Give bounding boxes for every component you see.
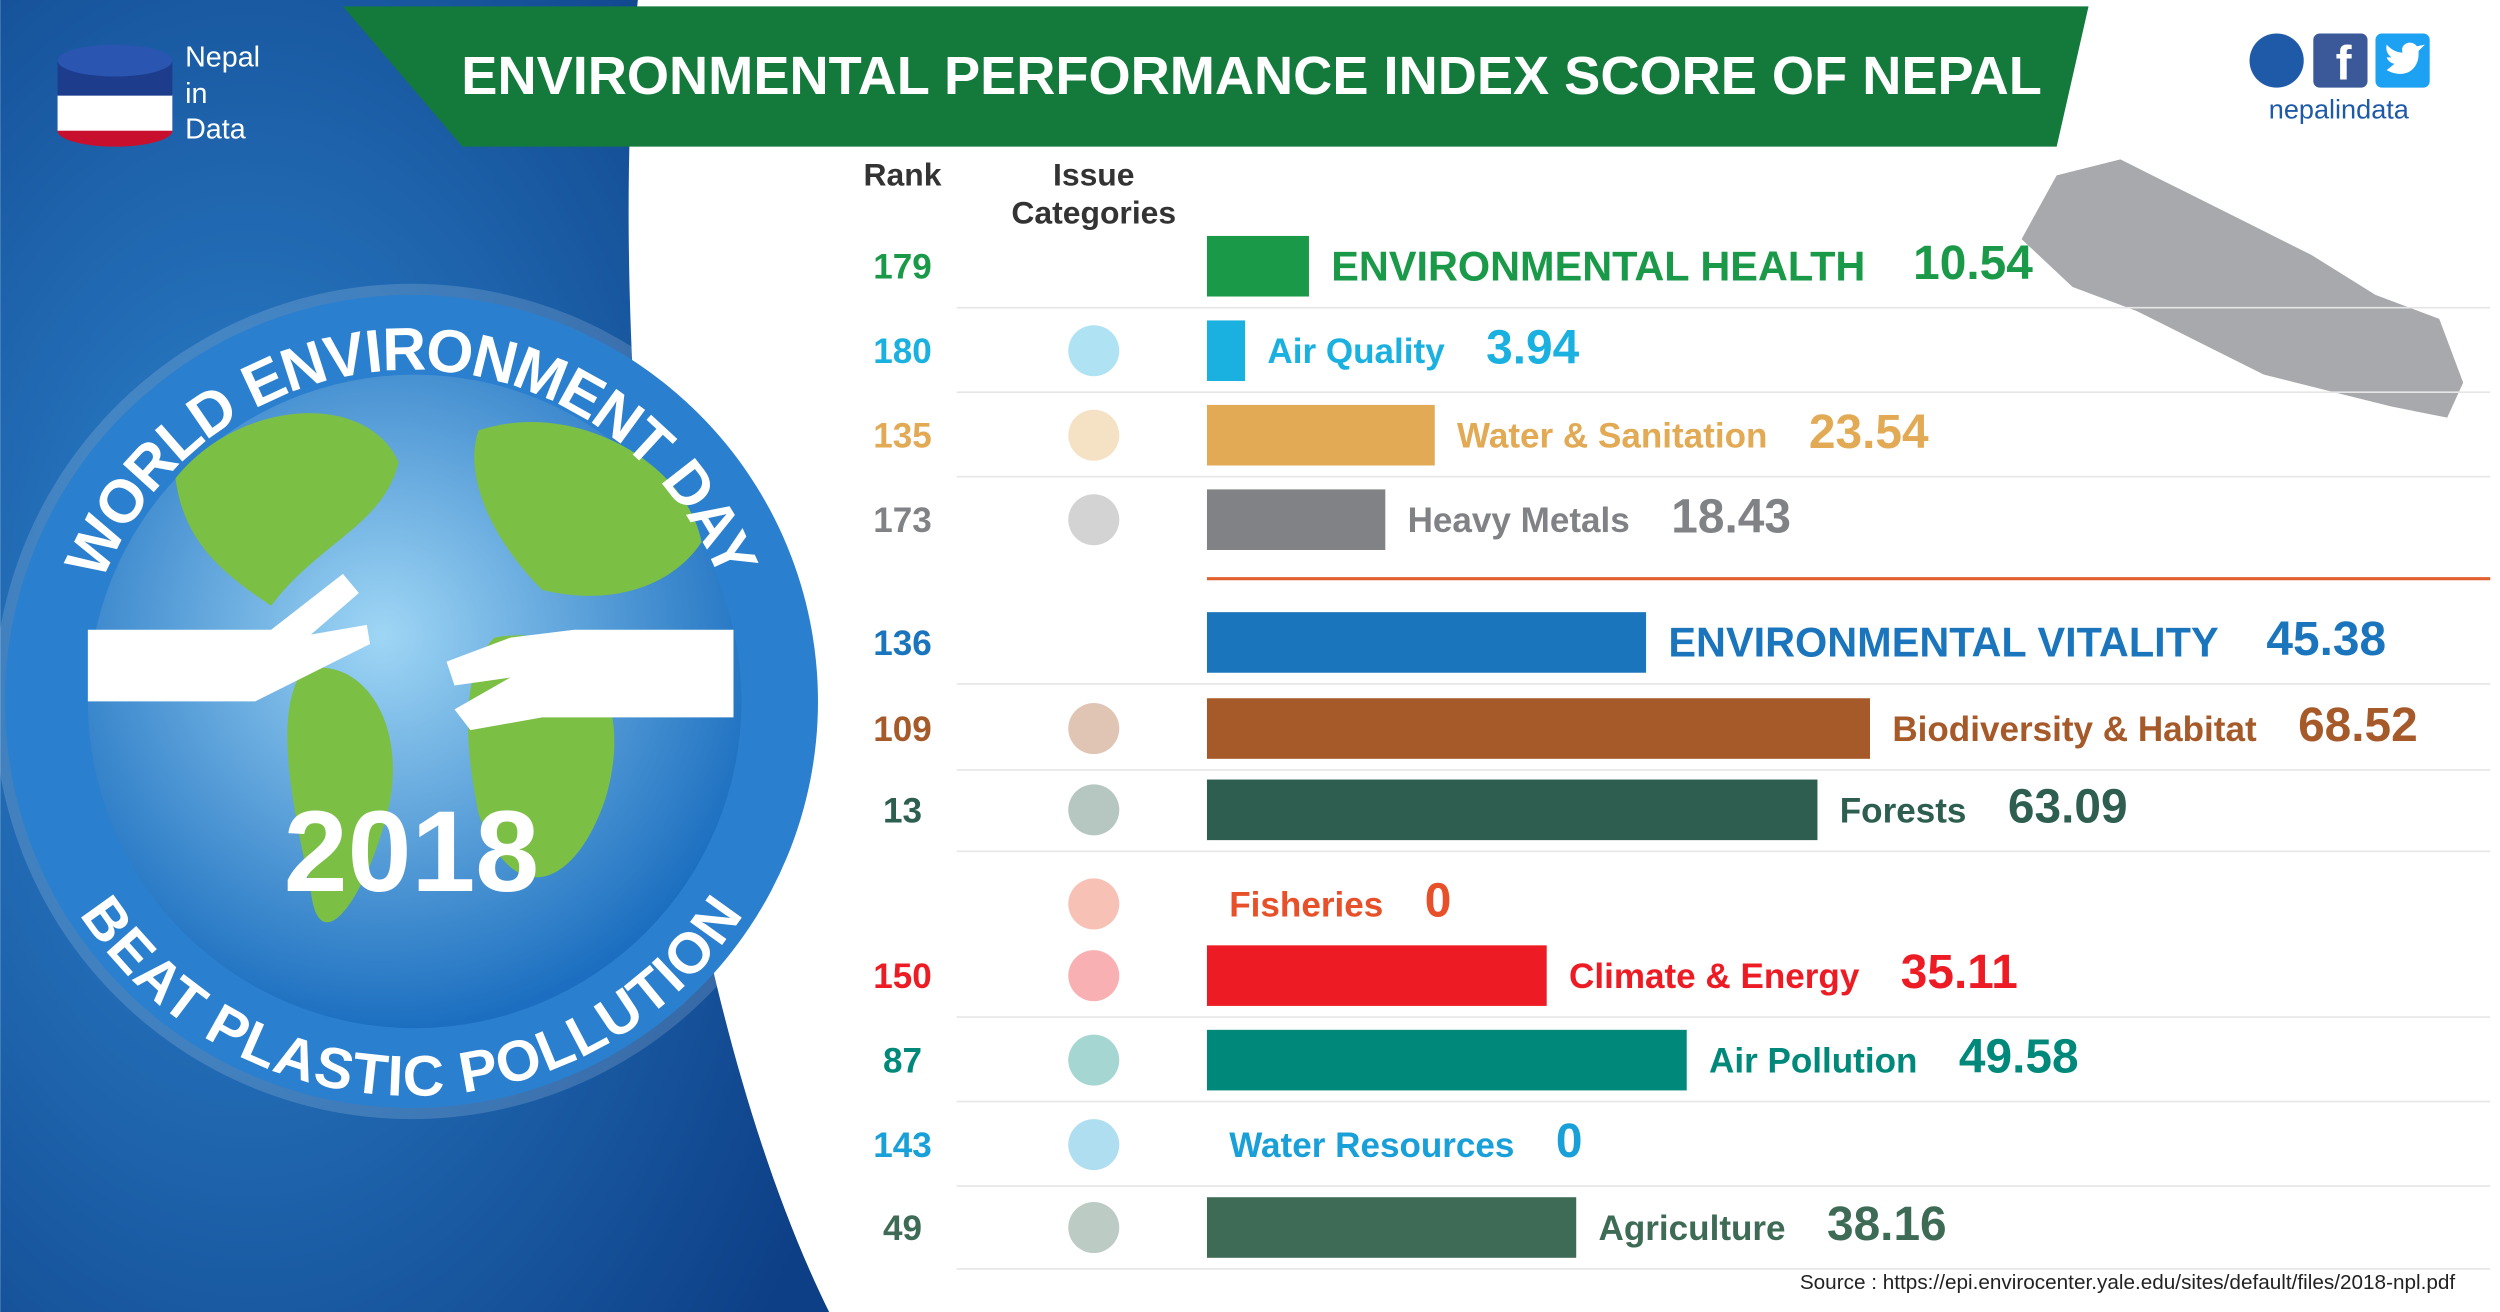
value-label: 10.54 [1913, 237, 2033, 290]
category-label: Fisheries [1229, 885, 1383, 924]
category-label: Agriculture [1599, 1209, 1786, 1248]
value-label: 35.11 [1901, 946, 2018, 999]
bar [1206, 779, 1818, 841]
category-icon [1068, 494, 1120, 546]
rank: 87 [883, 1042, 922, 1081]
chart-title: ENVIRONMENTAL PERFORMANCE INDEX SCORE OF… [461, 46, 2042, 106]
value-label: 68.52 [2298, 699, 2418, 752]
rank: 13 [883, 791, 922, 830]
category-label: Water Resources [1229, 1126, 1514, 1165]
category-icon [1068, 878, 1120, 930]
value-label: 49.58 [1959, 1031, 2079, 1084]
category-label: Forests [1840, 791, 1967, 830]
category-icon [1068, 1119, 1120, 1171]
bar [1206, 1197, 1577, 1258]
value-label: 18.43 [1671, 490, 1791, 543]
category-header: Issue [1053, 156, 1135, 192]
category-icon [1068, 950, 1120, 1002]
category-label: ENVIRONMENTAL VITALITY [1668, 619, 2218, 666]
rank: 49 [883, 1209, 922, 1248]
rank: 136 [873, 624, 932, 663]
logo-text: Data [185, 113, 246, 145]
rank: 135 [873, 417, 932, 456]
social-icons: f [2249, 33, 2430, 91]
source: Source : https://epi.envirocenter.yale.e… [1800, 1271, 2456, 1294]
handle: nepalindata [2269, 94, 2410, 125]
value-label: 45.38 [2266, 613, 2386, 666]
bar [1206, 698, 1870, 759]
rank: 173 [873, 501, 932, 540]
bar [1206, 612, 1647, 673]
logo [57, 44, 173, 147]
category-icon [1068, 325, 1120, 377]
rank-header: Rank [863, 156, 941, 192]
value-label: 38.16 [1827, 1198, 1947, 1251]
category-icon [1068, 703, 1120, 755]
svg-text:f: f [2336, 38, 2353, 91]
category-label: Climate & Energy [1569, 957, 1860, 996]
rank: 179 [873, 248, 932, 287]
category-icon [1068, 1034, 1120, 1086]
value-label: 0 [1556, 1115, 1583, 1168]
category-label: Biodiversity & Habitat [1892, 710, 2257, 749]
rank: 180 [873, 332, 932, 371]
category-icon [1068, 784, 1120, 836]
bar [1206, 235, 1309, 297]
hand [446, 629, 734, 731]
bar [1206, 320, 1246, 382]
value-label: 3.94 [1486, 321, 1579, 374]
nepal-map [2021, 159, 2464, 418]
category-label: Heavy Metals [1408, 501, 1630, 540]
category-label: Air Quality [1267, 332, 1445, 371]
logo-text: in [185, 78, 207, 110]
logo-text: Nepal [185, 42, 260, 74]
value-label: 0 [1425, 875, 1452, 928]
rows: ENVIRONMENTAL HEALTH 10.54 179 Air Quality 3… [873, 235, 2491, 1270]
hand [87, 573, 371, 702]
category-label: Water & Sanitation [1457, 417, 1767, 456]
badge-year: 2018 [284, 788, 539, 916]
bar [1206, 489, 1386, 550]
category-icon [1068, 1202, 1120, 1254]
value-label: 23.54 [1809, 406, 1929, 459]
title-banner [342, 6, 2089, 147]
value-label: 63.09 [2008, 780, 2128, 833]
rank: 150 [873, 957, 932, 996]
category-header: Categories [1011, 195, 1176, 231]
bar [1206, 404, 1435, 466]
rank: 143 [873, 1126, 932, 1165]
category-label: Air Pollution [1709, 1042, 1917, 1081]
category-icon [1068, 409, 1120, 461]
rank: 109 [873, 710, 932, 749]
bar [1206, 1029, 1687, 1091]
category-label: ENVIRONMENTAL HEALTH [1331, 242, 1865, 289]
bar [1206, 945, 1547, 1006]
